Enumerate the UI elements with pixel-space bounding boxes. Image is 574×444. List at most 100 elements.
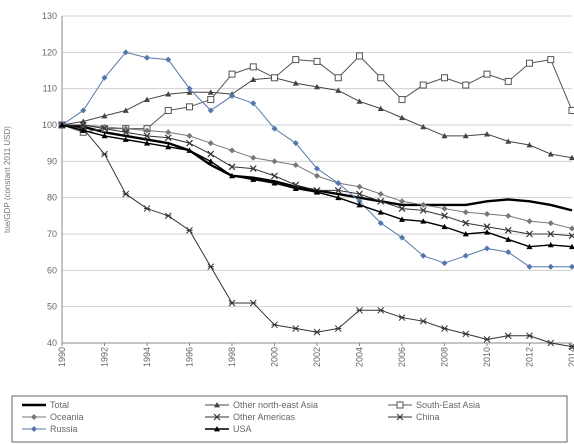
legend-swatch-marker — [213, 413, 221, 421]
series-line-other-north-east-asia — [61, 77, 573, 159]
y-tick-label: 120 — [42, 47, 57, 57]
data-point — [356, 98, 363, 104]
data-point — [249, 165, 257, 173]
data-point — [419, 81, 427, 89]
data-point — [250, 176, 257, 182]
data-point — [398, 205, 406, 212]
data-point — [335, 87, 342, 93]
data-point — [80, 127, 87, 133]
data-point — [547, 241, 554, 248]
data-point — [143, 205, 151, 212]
legend: Total Other north-east Asia South-East Asi… — [11, 395, 568, 443]
series-other-north-east-asia — [59, 74, 574, 161]
data-point — [504, 77, 512, 85]
data-point — [271, 158, 278, 165]
data-point — [165, 56, 172, 63]
data-point — [314, 165, 320, 172]
data-point — [441, 260, 448, 267]
data-point — [122, 128, 130, 136]
data-point — [526, 218, 533, 225]
data-point — [122, 136, 129, 142]
data-point — [292, 80, 299, 86]
data-point — [164, 212, 172, 220]
data-point — [462, 231, 469, 237]
y-axis-label: toe/GDP (constant 2011 USD) — [3, 126, 12, 233]
data-point — [271, 172, 278, 180]
legend-swatch-marker — [214, 402, 220, 408]
data-point — [420, 252, 427, 259]
data-point — [356, 306, 363, 314]
data-point — [101, 74, 108, 81]
data-point — [144, 54, 150, 61]
data-point — [356, 201, 363, 208]
data-point — [335, 180, 342, 187]
legend-label: Other Americas — [233, 412, 296, 422]
data-point — [569, 243, 574, 250]
data-point — [101, 112, 108, 119]
x-tick-label: 2004 — [355, 347, 365, 367]
series-oceania — [59, 122, 574, 232]
x-tick-labels: 1990 1992 1994 1996 1998 2000 2002 2004 2006 2008… — [57, 347, 574, 367]
data-point — [547, 220, 554, 227]
data-point — [505, 138, 512, 144]
data-point — [526, 243, 533, 250]
legend-item-russia: Russia — [22, 424, 78, 434]
y-tick-label: 70 — [47, 229, 57, 239]
data-point — [483, 70, 491, 78]
data-point — [313, 57, 321, 65]
data-point — [250, 76, 257, 82]
y-tick-label: 100 — [42, 120, 57, 130]
data-point — [165, 143, 172, 150]
data-point — [207, 140, 214, 147]
data-point — [292, 56, 300, 64]
data-point — [335, 194, 342, 201]
data-point — [462, 81, 470, 89]
data-point — [186, 139, 193, 147]
data-point — [441, 132, 448, 139]
data-point — [356, 183, 363, 190]
data-point — [122, 190, 130, 198]
data-point — [122, 107, 129, 113]
data-point — [441, 205, 448, 212]
data-point — [526, 59, 533, 67]
legend-item-china: China — [388, 412, 440, 422]
data-point — [377, 306, 385, 314]
data-point — [419, 206, 427, 214]
data-point — [228, 70, 236, 78]
data-point — [144, 96, 150, 102]
legend-swatch-marker — [214, 426, 220, 432]
data-point — [419, 317, 427, 325]
data-point — [292, 185, 299, 191]
data-point — [144, 127, 150, 134]
y-tick-labels: 40 50 60 70 80 90 100 110 120 130 — [42, 11, 57, 348]
data-point — [483, 223, 491, 231]
data-point — [207, 96, 215, 104]
legend-item-other-americas: Other Americas — [205, 412, 296, 422]
data-point — [504, 332, 512, 340]
data-point — [569, 154, 574, 161]
legend-label: Other north-east Asia — [233, 400, 318, 410]
legend-box — [11, 395, 568, 443]
data-point — [484, 211, 490, 218]
data-point — [143, 132, 151, 140]
data-point — [334, 186, 342, 194]
data-point — [186, 103, 193, 111]
data-point — [399, 216, 405, 222]
data-point — [547, 230, 555, 238]
x-tick-label: 2010 — [482, 347, 492, 367]
data-point — [484, 229, 490, 235]
data-point — [101, 150, 108, 158]
data-point — [207, 89, 214, 95]
legend-item-total: Total — [22, 400, 69, 410]
data-point — [271, 74, 278, 82]
data-point — [271, 321, 278, 329]
legend-swatch-marker — [31, 426, 37, 432]
plot-area — [58, 49, 574, 350]
data-point — [101, 125, 108, 133]
data-point — [249, 299, 257, 307]
data-point — [313, 328, 321, 336]
data-point — [462, 219, 470, 227]
data-point — [249, 63, 257, 71]
y-tick-label: 50 — [47, 302, 57, 312]
series-line-south-east-asia — [61, 55, 573, 133]
